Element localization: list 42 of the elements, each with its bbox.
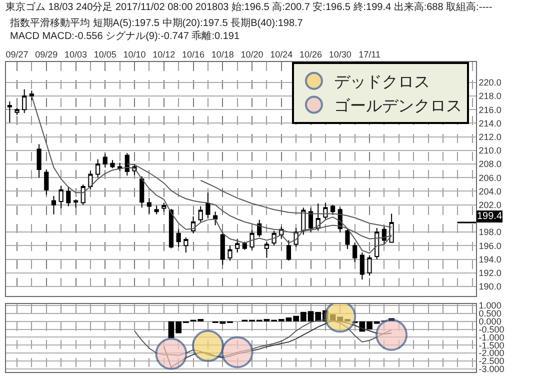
y-tick-label: 202.0 xyxy=(478,200,502,210)
legend-label: ゴールデンクロス xyxy=(334,98,462,115)
y-tick-label: 216.0 xyxy=(478,104,502,115)
x-tick-label: 10/16 xyxy=(182,49,205,60)
y-tick-label: 218.0 xyxy=(478,91,502,102)
x-tick-label: 10/18 xyxy=(211,49,234,60)
y-tick-label: 208.0 xyxy=(478,159,502,170)
y-tick-label: 0.000 xyxy=(478,316,502,327)
y-tick-label: -0.500 xyxy=(478,324,504,334)
y-tick-label: 196.0 xyxy=(478,240,502,251)
x-tick-label: 10/10 xyxy=(123,49,146,60)
x-tick-label: 17/11 xyxy=(358,49,380,60)
y-tick-label: -1.000 xyxy=(478,332,504,342)
x-tick-label: 10/26 xyxy=(300,49,322,60)
y-tick-label: 210.0 xyxy=(478,146,502,156)
ref-line-label: 199.4 xyxy=(477,211,502,222)
x-tick-label: 10/12 xyxy=(152,49,176,60)
x-tick-label: 10/03 xyxy=(64,49,88,60)
y-tick-label: -3.000 xyxy=(478,364,504,374)
y-tick-label: 1.000 xyxy=(478,300,502,311)
y-tick-label: 194.0 xyxy=(478,254,502,264)
y-tick-label: 192.0 xyxy=(478,268,502,278)
x-tick-label: 09/29 xyxy=(35,49,58,60)
y-tick-label: 220.0 xyxy=(478,78,502,88)
y-tick-label: -1.500 xyxy=(478,340,504,350)
y-tick-label: 214.0 xyxy=(478,118,502,128)
y-tick-label: -2.500 xyxy=(478,356,504,366)
y-tick-label: 212.0 xyxy=(478,132,502,142)
chart-title: 東京ゴム 18/03 240分足 2017/11/02 08:00 201803 始:196.5 高:200.7 安:196.5 終:199.4 出来高:688 取組高:---- xyxy=(5,1,492,13)
x-tick-label: 10/20 xyxy=(240,49,264,60)
y-tick-label: 190.0 xyxy=(478,282,502,292)
chart-subtitle: 指数平滑移動平均 短期A(5):197.5 中期(20):197.5 長期B(40):198.7 MACD MACD:-0.556 シグナル(9):-0.747 乖離:0.191 xyxy=(9,17,304,42)
y-tick-label: 198.0 xyxy=(478,227,502,238)
legend-label: デッドクロス xyxy=(334,74,430,92)
x-tick-label: 10/30 xyxy=(328,49,352,60)
x-tick-label: 09/27 xyxy=(6,49,28,60)
y-tick-label: -2.000 xyxy=(478,348,504,358)
x-tick-label: 10/05 xyxy=(94,49,116,60)
y-tick-label: 206.0 xyxy=(478,172,502,183)
y-tick-label: 0.500 xyxy=(478,308,502,319)
y-tick-label: 204.0 xyxy=(478,186,502,196)
x-tick-label: 10/24 xyxy=(270,49,293,60)
